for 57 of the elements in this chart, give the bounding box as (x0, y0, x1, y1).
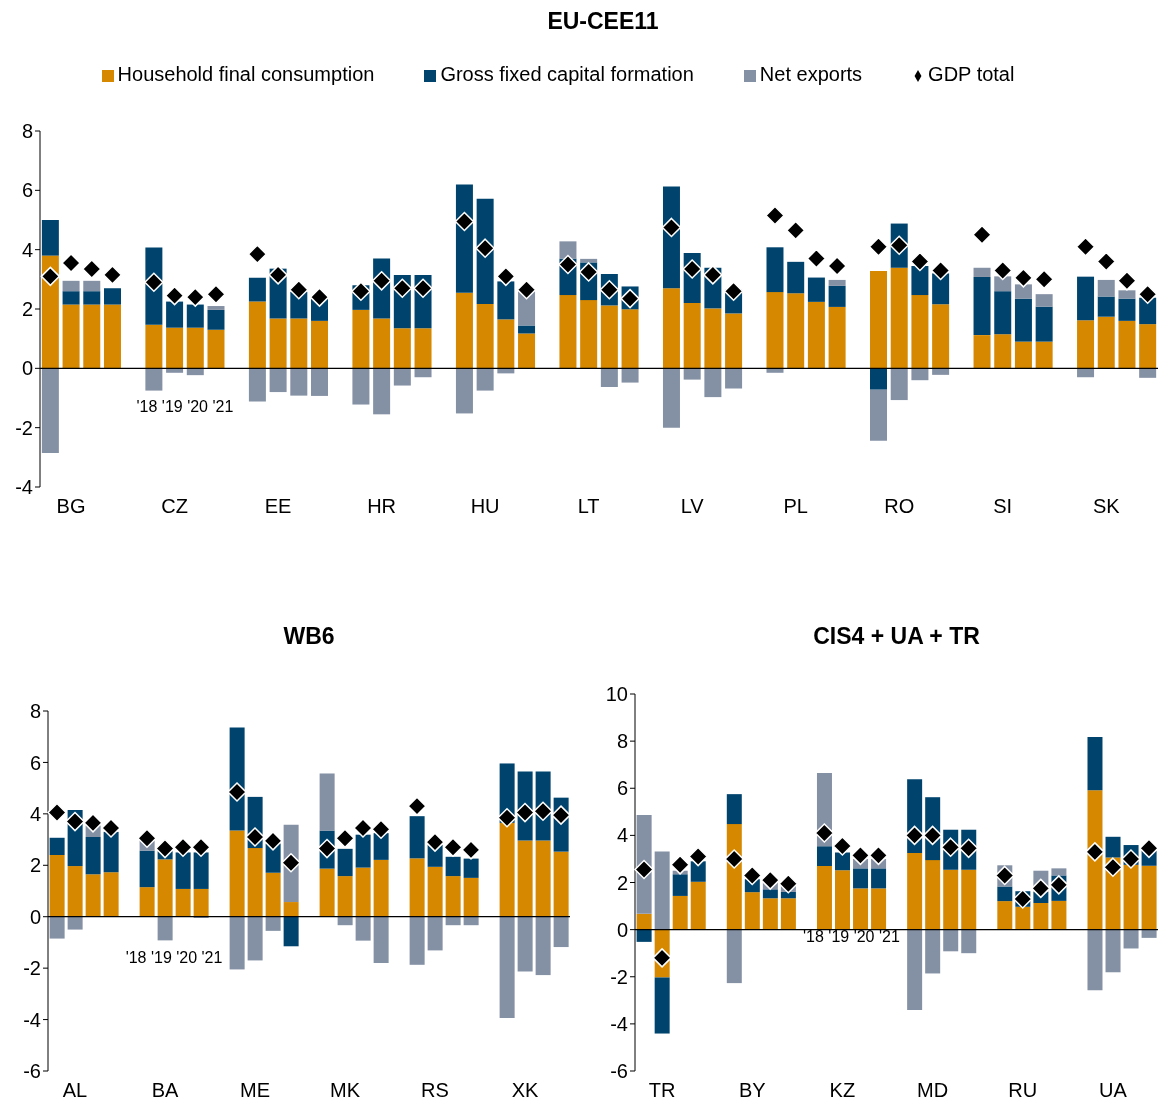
annotation: '18 '19 '20 '21 (135, 398, 235, 416)
y-tick-label: 10 (605, 683, 628, 706)
x-tick-label: SI (993, 495, 1013, 517)
x-tick-label: RS (421, 1079, 449, 1101)
legend-label: Gross fixed capital formation (440, 63, 694, 85)
y-tick-label: 2 (616, 871, 628, 894)
y-tick-label: 4 (29, 802, 41, 825)
x-tick-label: PL (783, 495, 808, 517)
y-tick-label: -4 (15, 476, 33, 499)
y-tick-label: 6 (616, 777, 628, 800)
y-tick-label: 0 (29, 905, 41, 928)
chart-title: WB6 (282, 623, 336, 651)
x-tick-label: XK (511, 1079, 539, 1101)
y-tick-label: 2 (29, 854, 41, 877)
x-tick-label: RU (1008, 1079, 1038, 1101)
x-tick-label: HR (367, 495, 397, 517)
y-tick-label: 8 (616, 730, 628, 753)
x-tick-label: LT (577, 495, 600, 517)
y-tick-label: 6 (29, 751, 41, 774)
annotation: '18 '19 '20 '21 (124, 949, 224, 967)
y-tick-label: -6 (610, 1060, 628, 1083)
x-tick-label: AL (62, 1079, 88, 1101)
y-tick-label: -2 (610, 965, 628, 988)
y-tick-label: -2 (23, 957, 41, 980)
y-tick-label: 8 (29, 700, 41, 723)
x-tick-label: UA (1099, 1079, 1128, 1101)
y-tick-label: 4 (21, 238, 33, 261)
y-tick-label: 2 (21, 298, 33, 321)
y-tick-label: 4 (616, 824, 628, 847)
annotation: '18 '19 '20 '21 (802, 928, 901, 946)
x-tick-label: BG (56, 495, 86, 517)
y-tick-label: 0 (616, 918, 628, 941)
y-tick-label: 8 (21, 120, 33, 143)
chart-title: CIS4 + UA + TR (812, 623, 981, 651)
legend-label: Net exports (759, 63, 863, 85)
legend-label: GDP total (928, 63, 1015, 85)
x-tick-label: MD (917, 1079, 949, 1101)
x-tick-label: BY (738, 1079, 766, 1101)
y-tick-label: -2 (15, 416, 33, 439)
x-tick-label: CZ (161, 495, 188, 517)
y-tick-label: 6 (21, 179, 33, 202)
y-tick-label: -4 (610, 1012, 628, 1035)
chart-title: EU-CEE11 (546, 8, 660, 36)
x-tick-label: HU (470, 495, 500, 517)
x-tick-label: MK (330, 1079, 361, 1101)
x-tick-label: TR (648, 1079, 676, 1101)
x-tick-label: KZ (829, 1079, 856, 1101)
x-tick-label: LV (680, 495, 705, 517)
y-tick-label: -6 (23, 1060, 41, 1083)
y-tick-label: 0 (21, 357, 33, 380)
x-tick-label: SK (1092, 495, 1121, 517)
x-tick-label: RO (884, 495, 915, 517)
x-tick-label: ME (240, 1079, 270, 1101)
legend-label: Household final consumption (117, 63, 375, 85)
x-tick-label: EE (264, 495, 292, 517)
x-tick-label: BA (151, 1079, 179, 1101)
y-tick-label: -4 (23, 1008, 41, 1031)
